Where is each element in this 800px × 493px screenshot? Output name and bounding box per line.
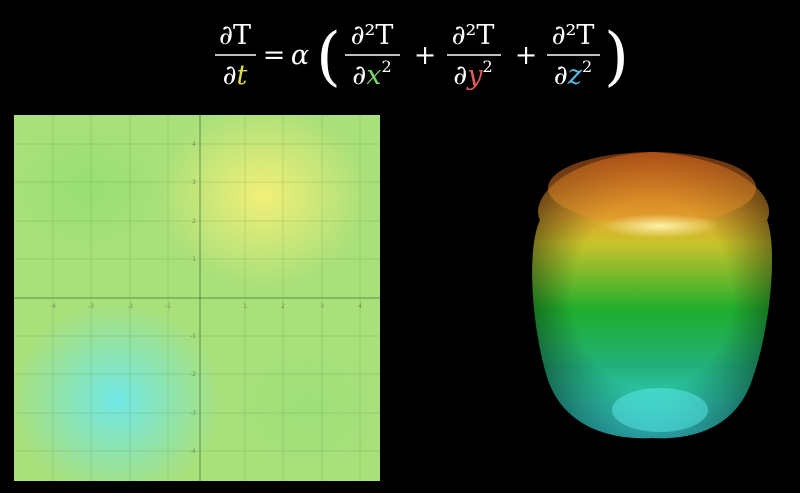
surface-bottom-glow — [612, 388, 708, 432]
z-term-numerator: ∂²T — [552, 20, 595, 51]
x-term-numerator: ∂²T — [351, 20, 394, 51]
x-tick-label: -3 — [88, 303, 94, 310]
x-tick-label: 2 — [281, 303, 285, 310]
x-tick-label: -4 — [50, 303, 56, 310]
heat-equation: ∂T ∂t = α ( ∂²T ∂x2 + ∂²T ∂y2 + ∂²T ∂z2 … — [0, 0, 800, 110]
x-tick-label: -2 — [127, 303, 133, 310]
y-tick-label: 4 — [192, 141, 196, 148]
equals-sign: = — [263, 40, 286, 71]
y-tick-label: -4 — [190, 448, 196, 455]
y-tick-label: -3 — [190, 410, 196, 417]
surface-top-cap — [548, 152, 756, 224]
y-term-numerator: ∂²T — [452, 20, 495, 51]
x-term-denominator: ∂x2 — [352, 57, 391, 91]
alpha-symbol: α — [291, 40, 309, 71]
y-tick-label: 3 — [192, 179, 196, 186]
close-paren: ) — [604, 20, 629, 94]
x-tick-label: 4 — [358, 303, 362, 310]
lhs-denominator: ∂t — [223, 60, 248, 91]
temperature-surface-3d — [520, 140, 785, 445]
plus-sign-1: + — [414, 40, 437, 71]
surface-highlight — [600, 214, 720, 238]
temperature-heatmap: -4 -3 -2 -1 1 2 3 4 4 3 2 1 -1 -2 -3 -4 — [14, 115, 380, 481]
y-tick-label: -1 — [190, 333, 196, 340]
z-term-denominator: ∂z2 — [554, 57, 592, 91]
y-tick-label: -2 — [190, 371, 196, 378]
x-tick-label: 1 — [243, 303, 247, 310]
lhs-numerator: ∂T — [219, 20, 251, 51]
x-tick-label: -1 — [165, 303, 171, 310]
open-paren: ( — [316, 20, 341, 94]
heatmap-axes: -4 -3 -2 -1 1 2 3 4 4 3 2 1 -1 -2 -3 -4 — [14, 115, 380, 481]
y-tick-label: 1 — [192, 256, 196, 263]
plus-sign-2: + — [515, 40, 538, 71]
y-tick-label: 2 — [192, 218, 196, 225]
y-term-denominator: ∂y2 — [453, 57, 492, 91]
x-tick-label: 3 — [320, 303, 324, 310]
